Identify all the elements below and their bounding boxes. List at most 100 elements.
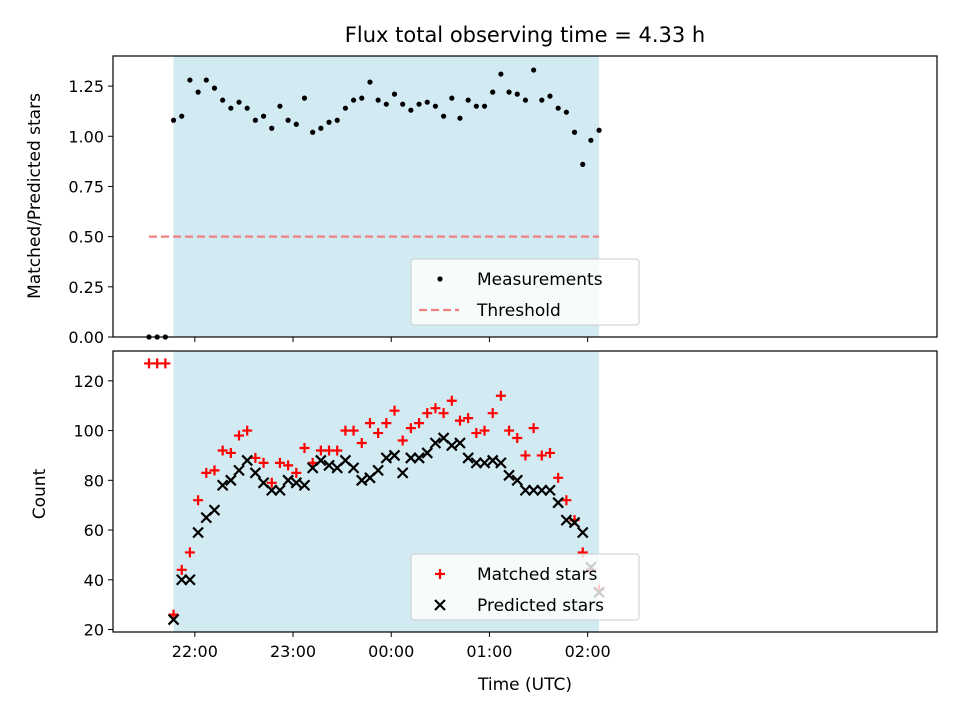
data-point (373, 428, 384, 439)
data-point (429, 437, 442, 449)
data-point (299, 442, 310, 453)
data-point (236, 99, 242, 105)
top-y-tick-label: 0.00 (68, 328, 104, 347)
data-point (277, 103, 283, 109)
legend-swatch (437, 276, 443, 282)
data-point (438, 408, 449, 419)
data-point (446, 439, 458, 452)
data-point (504, 425, 515, 436)
data-point (380, 452, 393, 464)
legend-label: Matched stars (477, 565, 597, 585)
data-point (347, 462, 360, 474)
top-legend (410, 258, 640, 326)
top-series-0 (146, 67, 602, 340)
data-point (323, 459, 335, 472)
data-point (596, 127, 602, 133)
data-point (506, 89, 512, 95)
data-point (421, 447, 434, 459)
data-point (487, 408, 498, 419)
bottom-y-tick-label: 100 (73, 422, 104, 441)
data-point (432, 103, 439, 109)
data-point (471, 428, 482, 439)
top-axes-frame (112, 55, 938, 338)
x-tick-label: 01:00 (466, 642, 512, 661)
data-point (242, 425, 253, 436)
data-point (555, 105, 561, 111)
data-point (326, 119, 332, 125)
data-point (463, 413, 474, 424)
data-point (193, 495, 204, 506)
data-point (211, 85, 218, 91)
data-point (503, 469, 515, 482)
data-point (547, 93, 553, 99)
data-point (544, 484, 556, 497)
top-y-tick-label: 0.25 (68, 278, 104, 297)
data-point (332, 445, 343, 456)
data-point (391, 91, 398, 97)
data-point (291, 467, 302, 478)
data-point (478, 457, 491, 469)
data-point (220, 97, 226, 103)
data-point (364, 418, 375, 429)
data-point (580, 161, 586, 167)
data-point (481, 103, 488, 109)
data-point (490, 89, 496, 95)
data-point (553, 472, 564, 483)
data-point (397, 435, 408, 446)
data-point (396, 467, 409, 479)
data-point (252, 117, 258, 123)
top-panel: 0.00 0.25 0.50 0.75 1.00 1.25 Measurements Thre… (68, 55, 938, 347)
legend-label: Predicted stars (477, 596, 604, 616)
bottom-series-0 (144, 358, 605, 620)
data-point (334, 117, 340, 123)
legend-label: Threshold (476, 301, 561, 321)
data-point (544, 447, 555, 458)
data-point (244, 105, 250, 111)
top-y-tick-label: 0.75 (68, 177, 104, 196)
data-point (571, 129, 578, 135)
data-point (512, 433, 523, 444)
data-point (225, 474, 237, 487)
data-point (179, 113, 185, 119)
data-point (495, 457, 507, 469)
data-point (375, 97, 381, 103)
data-point (424, 99, 430, 105)
data-point (233, 464, 245, 477)
data-point (225, 447, 236, 458)
data-point (318, 125, 324, 131)
data-point (495, 390, 506, 401)
data-point (241, 454, 253, 467)
data-point (167, 613, 180, 626)
data-point (260, 113, 267, 119)
x-tick-label: 00:00 (368, 642, 414, 661)
data-point (367, 79, 373, 85)
bottom-y-axis-label: Count (30, 468, 50, 519)
top-y-axis-label: Matched/Predicted stars (25, 93, 45, 299)
data-point (195, 89, 201, 95)
data-point (479, 425, 490, 436)
data-point (355, 474, 368, 487)
data-point (209, 465, 220, 476)
data-point (528, 423, 539, 434)
legend-swatch (434, 599, 446, 611)
data-point (274, 484, 286, 497)
data-point (315, 454, 327, 467)
data-point (383, 101, 389, 107)
data-point (187, 77, 193, 83)
data-point (588, 137, 594, 143)
data-point (561, 495, 572, 506)
data-point (350, 97, 357, 103)
data-point (454, 415, 465, 426)
data-point (498, 71, 504, 77)
data-point (413, 452, 425, 464)
data-point (356, 438, 367, 449)
data-point (170, 117, 177, 123)
data-point (249, 467, 262, 479)
data-point (168, 609, 179, 620)
bottom-y-tick-label: 80 (84, 471, 104, 490)
data-point (250, 452, 261, 463)
data-point (531, 67, 537, 73)
chart-title: Flux total observing time = 4.33 h (345, 23, 705, 47)
x-tick-label: 02:00 (565, 642, 611, 661)
data-point (274, 457, 285, 468)
